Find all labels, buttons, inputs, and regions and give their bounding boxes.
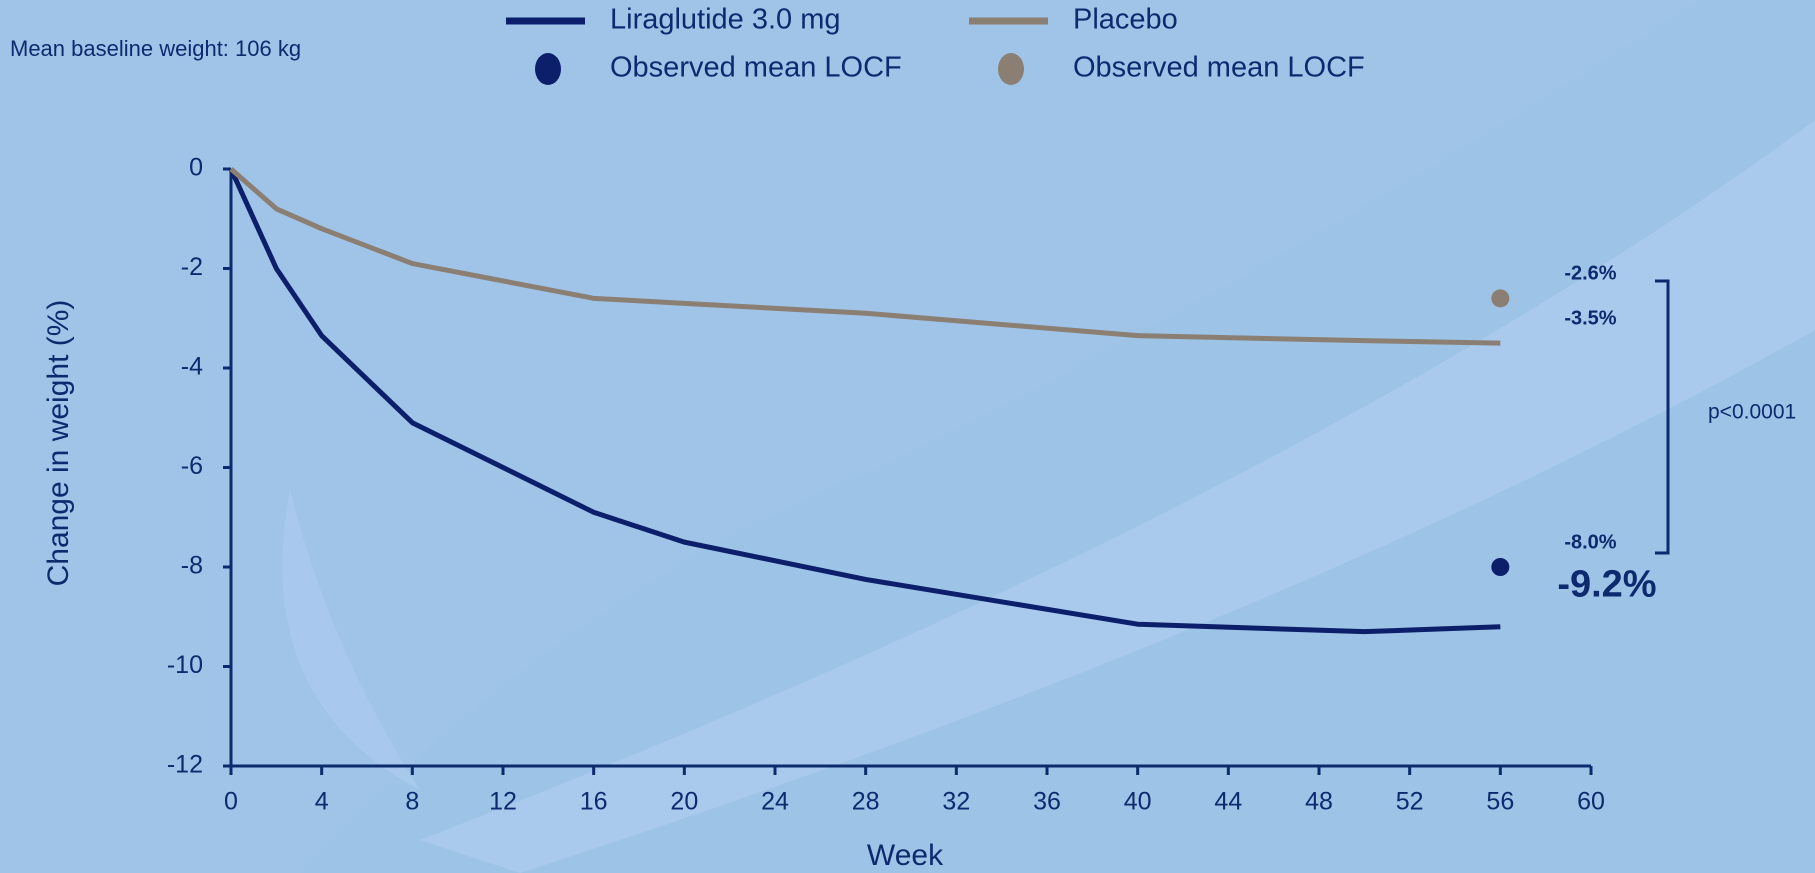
x-tick-label: 4 [315,788,329,816]
x-tick-label: 48 [1305,788,1333,816]
x-tick-label: 36 [1033,788,1061,816]
x-tick-label: 60 [1577,788,1605,816]
x-tick-label: 52 [1396,788,1424,816]
x-tick-label: 8 [405,788,419,816]
value-label: -9.2% [1557,564,1656,606]
y-axis-label: Change in weight (%) [42,300,75,587]
x-tick-label: 28 [852,788,880,816]
x-tick-label: 56 [1486,788,1514,816]
x-tick-label: 16 [580,788,608,816]
legend-swatch [535,53,561,85]
x-axis-label: Week [867,839,944,872]
legend-label: Observed mean LOCF [1073,52,1365,84]
y-tick-label: -2 [181,253,203,281]
observed-point [1491,289,1509,307]
legend-label: Placebo [1073,4,1178,36]
y-tick-label: -4 [181,353,203,381]
x-tick-label: 12 [489,788,517,816]
x-tick-label: 44 [1214,788,1242,816]
y-tick-label: -10 [167,651,203,679]
legend-swatch [998,53,1024,85]
y-tick-label: -12 [167,751,203,779]
subtitle: Mean baseline weight: 106 kg [10,36,301,61]
x-tick-label: 40 [1124,788,1152,816]
y-tick-label: 0 [189,154,203,182]
x-tick-label: 24 [761,788,789,816]
value-label: -8.0% [1564,531,1616,553]
observed-point [1491,558,1509,576]
x-tick-label: 20 [670,788,698,816]
y-tick-label: -6 [181,452,203,480]
value-label: -2.6% [1564,263,1616,285]
x-tick-label: 0 [224,788,238,816]
legend-label: Liraglutide 3.0 mg [610,4,841,36]
value-label: -3.5% [1564,307,1616,329]
x-tick-label: 32 [942,788,970,816]
y-tick-label: -8 [181,552,203,580]
legend-label: Observed mean LOCF [610,52,902,84]
p-value: p<0.0001 [1708,401,1796,424]
chart: Mean baseline weight: 106 kg Week Change… [0,0,1815,873]
